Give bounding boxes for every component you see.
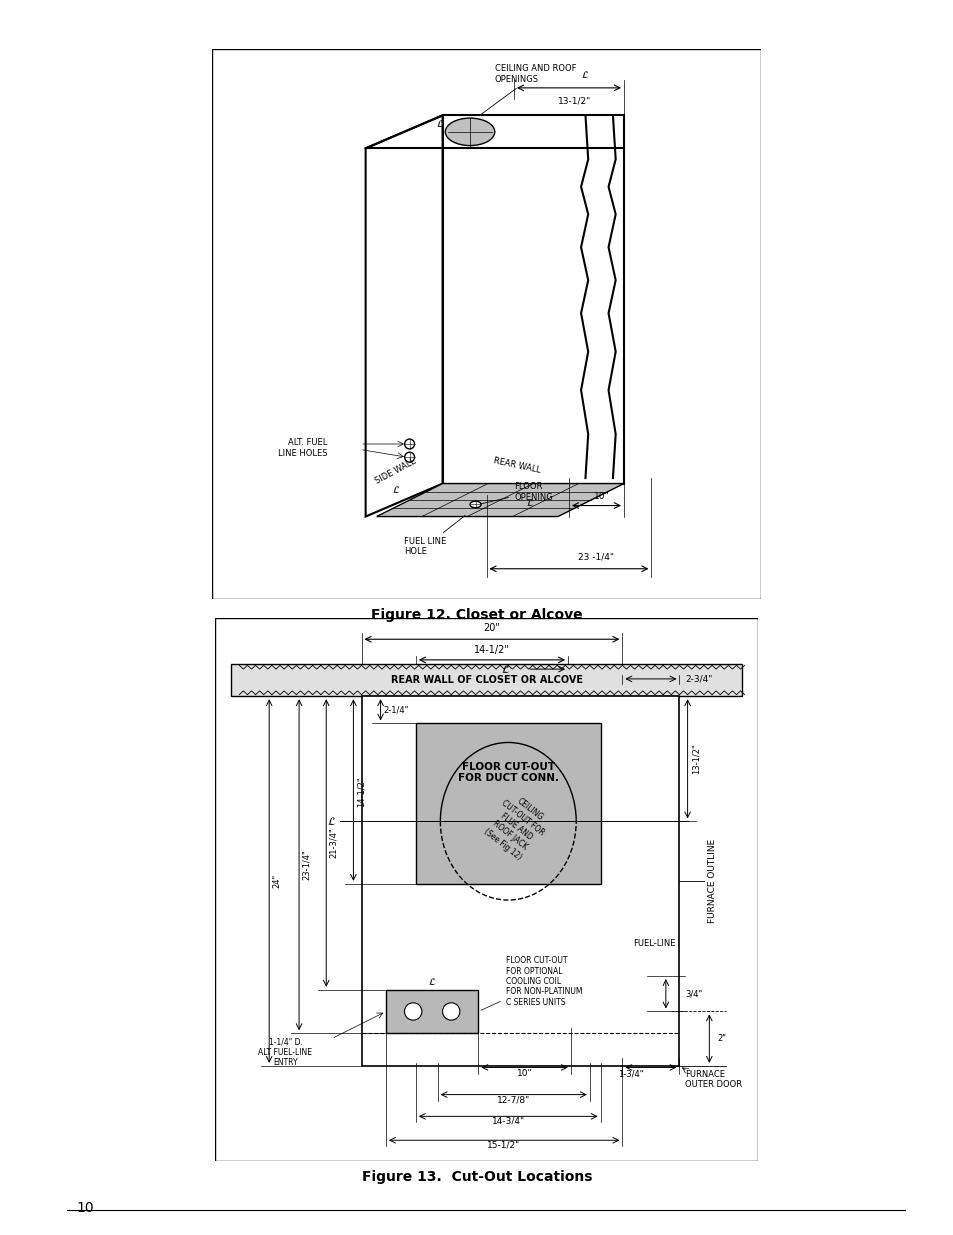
Ellipse shape [470, 501, 480, 508]
Text: FUEL-LINE: FUEL-LINE [633, 939, 675, 948]
Text: 14-1/2": 14-1/2" [474, 645, 509, 655]
Text: CEILING AND ROOF
OPENINGS: CEILING AND ROOF OPENINGS [480, 64, 576, 115]
Text: 1-3/4": 1-3/4" [618, 1070, 642, 1078]
Ellipse shape [404, 452, 415, 462]
Text: 2-3/4": 2-3/4" [684, 674, 712, 683]
Text: 14-1/2": 14-1/2" [355, 776, 365, 806]
Polygon shape [442, 115, 623, 484]
Text: 23 -1/4": 23 -1/4" [578, 552, 614, 562]
Ellipse shape [404, 440, 415, 450]
Polygon shape [365, 115, 442, 516]
Ellipse shape [404, 1003, 421, 1020]
Text: FURNACE OUTLINE: FURNACE OUTLINE [707, 839, 716, 924]
Polygon shape [376, 484, 623, 516]
Text: Figure 12. Closet or Alcove: Figure 12. Closet or Alcove [371, 608, 582, 621]
Text: $\mathcal{L}$: $\mathcal{L}$ [327, 815, 336, 827]
Text: 1-1/4" D.
ALT FUEL-LINE
ENTRY: 1-1/4" D. ALT FUEL-LINE ENTRY [258, 1037, 313, 1067]
Text: SIDE WALL: SIDE WALL [374, 457, 417, 487]
Text: $\mathcal{L}$: $\mathcal{L}$ [526, 498, 534, 509]
Text: 21-3/4": 21-3/4" [329, 827, 337, 858]
Text: $\mathcal{L}$: $\mathcal{L}$ [428, 976, 436, 987]
Text: 13-1/2": 13-1/2" [691, 743, 700, 774]
Text: FLOOR
OPENING: FLOOR OPENING [480, 482, 552, 504]
Text: REAR WALL: REAR WALL [492, 457, 540, 475]
Text: 12-7/8": 12-7/8" [497, 1095, 530, 1104]
Text: 15-1/2": 15-1/2" [487, 1141, 520, 1150]
Bar [231, 663, 741, 697]
Text: 13-1/2": 13-1/2" [558, 96, 591, 105]
Text: Figure 13.  Cut-Out Locations: Figure 13. Cut-Out Locations [361, 1170, 592, 1183]
Text: 14-3/4": 14-3/4" [491, 1116, 524, 1126]
Text: FUEL LINE
HOLE: FUEL LINE HOLE [404, 515, 465, 557]
Text: $\mathcal{L}$: $\mathcal{L}$ [392, 484, 399, 494]
Bar [416, 724, 600, 884]
Text: 2": 2" [717, 1034, 726, 1044]
Text: FURNACE
OUTER DOOR: FURNACE OUTER DOOR [684, 1070, 741, 1089]
Ellipse shape [445, 119, 495, 146]
Text: 24": 24" [272, 874, 280, 888]
Text: 10": 10" [594, 492, 609, 501]
Text: 10": 10" [517, 1068, 532, 1078]
Ellipse shape [442, 1003, 459, 1020]
Text: $\mathcal{L}$: $\mathcal{L}$ [580, 69, 589, 79]
Text: 23-1/4": 23-1/4" [301, 850, 311, 881]
Text: REAR WALL OF CLOSET OR ALCOVE: REAR WALL OF CLOSET OR ALCOVE [390, 676, 582, 685]
Text: 2-1/4": 2-1/4" [383, 705, 408, 714]
Text: $\mathcal{L}$: $\mathcal{L}$ [436, 119, 443, 130]
Bar [386, 989, 477, 1034]
Text: $\mathcal{L}$: $\mathcal{L}$ [500, 663, 510, 676]
Text: FLOOR CUT-OUT
FOR OPTIONAL
COOLING COIL
FOR NON-PLATINUM
C SERIES UNITS: FLOOR CUT-OUT FOR OPTIONAL COOLING COIL … [480, 956, 581, 1010]
Text: 10: 10 [76, 1200, 93, 1215]
Bar [361, 697, 679, 1066]
Text: 20": 20" [483, 624, 500, 634]
Text: FLOOR CUT-OUT
FOR DUCT CONN.: FLOOR CUT-OUT FOR DUCT CONN. [457, 762, 558, 783]
Text: CEILING
CUT-OUT FOR
FLUE AND
ROOF JACK
(See Fig 12): CEILING CUT-OUT FOR FLUE AND ROOF JACK (… [479, 789, 553, 863]
Text: 3/4": 3/4" [684, 989, 701, 999]
Text: ALT. FUEL
LINE HOLES: ALT. FUEL LINE HOLES [277, 438, 327, 457]
